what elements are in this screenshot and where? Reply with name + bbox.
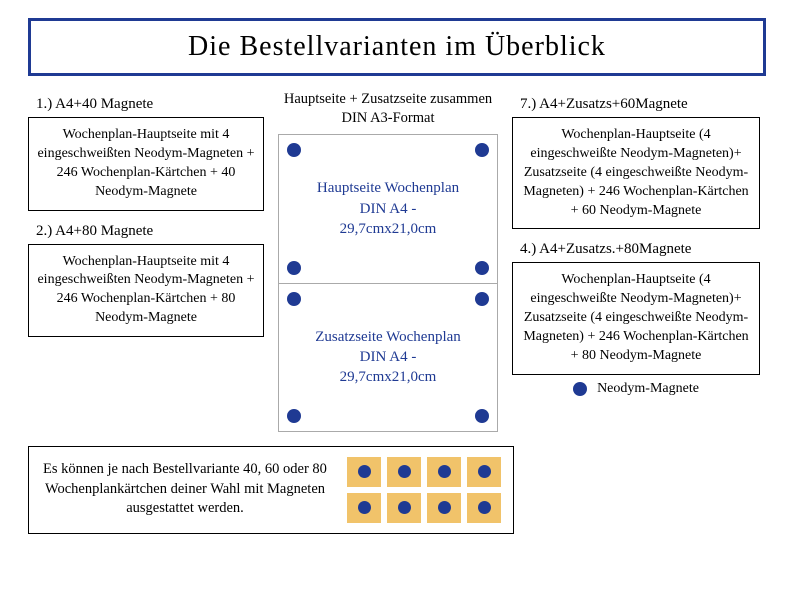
title-box: Die Bestellvarianten im Überblick [28,18,766,76]
variant-1-label: 1.) A4+40 Magnete [36,96,264,113]
magnet-dot-icon [478,501,491,514]
magnet-dot-icon [358,501,371,514]
magnet-dot-icon [438,501,451,514]
a4-extra-text: Zusatzseite Wochenplan DIN A4 - 29,7cmx2… [313,327,463,388]
plan-card-icon [427,457,461,487]
column-right: 7.) A4+Zusatzs+60Magnete Wochenplan-Haup… [512,90,760,432]
a4-main-sheet: Hauptseite Wochenplan DIN A4 - 29,7cmx21… [279,135,497,283]
card-grid [347,457,501,523]
magnet-dot-icon [358,465,371,478]
magnet-dot-icon [475,143,489,157]
a3-caption: Hauptseite + Zusatzseite zusammen DIN A3… [278,90,498,128]
plan-card-icon [467,457,501,487]
a4-main-text: Hauptseite Wochenplan DIN A4 - 29,7cmx21… [313,178,463,239]
column-left: 1.) A4+40 Magnete Wochenplan-Hauptseite … [28,90,264,432]
plan-card-icon [387,457,421,487]
variant-1-box: Wochenplan-Hauptseite mit 4 eingeschweiß… [28,117,264,211]
magnet-dot-icon [398,465,411,478]
a3-stack: Hauptseite Wochenplan DIN A4 - 29,7cmx21… [278,134,498,432]
magnet-dot-icon [287,143,301,157]
magnet-dot-icon [398,501,411,514]
bottom-info-box: Es können je nach Bestellvariante 40, 60… [28,446,514,534]
legend: Neodym-Magnete [512,381,760,397]
a4-extra-sheet: Zusatzseite Wochenplan DIN A4 - 29,7cmx2… [279,283,497,431]
plan-card-icon [387,493,421,523]
variant-7-label: 7.) A4+Zusatzs+60Magnete [520,96,760,113]
plan-card-icon [347,457,381,487]
magnet-dot-icon [287,261,301,275]
magnet-dot-icon [287,292,301,306]
magnet-dot-icon [438,465,451,478]
variant-2-label: 2.) A4+80 Magnete [36,223,264,240]
plan-card-icon [347,493,381,523]
magnet-dot-icon [475,292,489,306]
bottom-text: Es können je nach Bestellvariante 40, 60… [41,460,329,519]
magnet-dot-icon [478,465,491,478]
page-title: Die Bestellvarianten im Überblick [31,31,763,63]
variant-7-box: Wochenplan-Hauptseite (4 eingeschweißte … [512,117,760,229]
plan-card-icon [427,493,461,523]
magnet-dot-icon [287,409,301,423]
variant-4-box: Wochenplan-Hauptseite (4 eingeschweißte … [512,262,760,374]
magnet-dot-icon [573,382,587,396]
plan-card-icon [467,493,501,523]
magnet-dot-icon [475,261,489,275]
variant-2-box: Wochenplan-Hauptseite mit 4 eingeschweiß… [28,244,264,338]
column-middle: Hauptseite + Zusatzseite zusammen DIN A3… [278,90,498,432]
legend-label: Neodym-Magnete [597,381,699,397]
columns: 1.) A4+40 Magnete Wochenplan-Hauptseite … [28,90,766,432]
variant-4-label: 4.) A4+Zusatzs.+80Magnete [520,241,760,258]
magnet-dot-icon [475,409,489,423]
